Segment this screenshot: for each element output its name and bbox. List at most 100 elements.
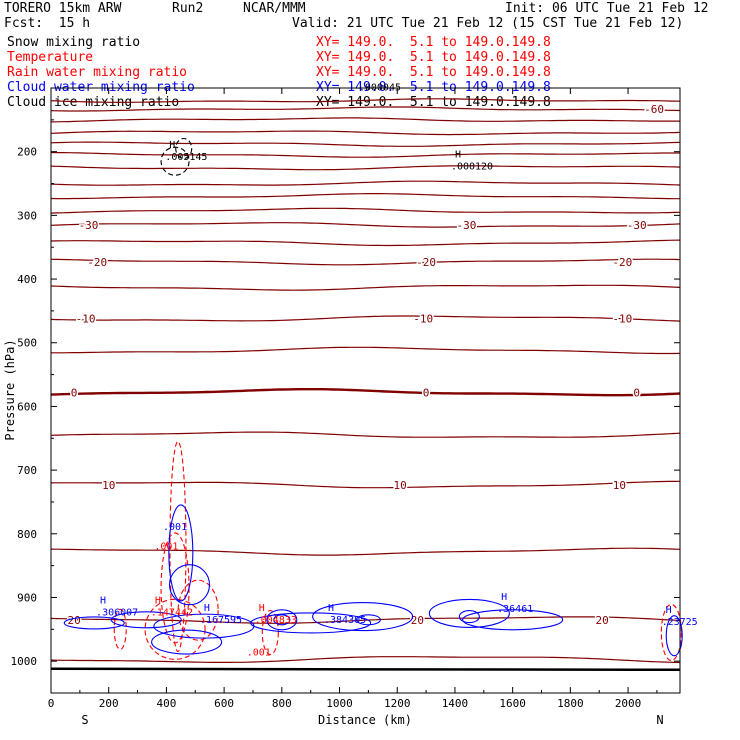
x-tick-label: 1200 xyxy=(384,697,411,710)
endpoint-right: N xyxy=(656,713,663,727)
isotherm-label: -30 xyxy=(627,219,647,232)
snow-contour xyxy=(160,146,190,176)
high-value: .167595 xyxy=(200,615,242,626)
cloud-water-contour xyxy=(312,602,414,632)
contour-value: .001 xyxy=(163,522,187,533)
cloud-water-contour xyxy=(250,612,372,634)
cloud-water-contour xyxy=(665,615,683,657)
isotherm-label: -30 xyxy=(457,219,477,232)
x-tick-label: 1600 xyxy=(499,697,526,710)
y-tick-label: 900 xyxy=(17,591,37,604)
header-model: TORERO 15km ARW xyxy=(4,1,122,16)
isotherm-label: 20 xyxy=(411,614,424,627)
isotherm-label: -20 xyxy=(612,256,632,269)
isotherm-label: 10 xyxy=(102,479,115,492)
isotherm-label: 10 xyxy=(613,479,626,492)
isotherm-line xyxy=(50,165,681,171)
endpoint-left: S xyxy=(81,713,88,727)
cloud-water-contour xyxy=(355,614,381,626)
y-axis-title: Pressure (hPa) xyxy=(3,339,17,440)
isotherm-label: -10 xyxy=(76,313,96,326)
isotherm-line xyxy=(50,239,681,247)
plot-frame xyxy=(50,87,681,694)
high-value: .306007 xyxy=(96,607,138,618)
surface-line xyxy=(50,667,681,672)
field-name-rain: Rain water mixing ratio xyxy=(7,65,188,80)
x-tick-label: 1400 xyxy=(442,697,469,710)
isotherm-label: -20 xyxy=(87,256,107,269)
contour-value: .001 xyxy=(154,541,178,552)
axes: 0 200 400 600 800 1000 1200 1400 1600 1800 2000200… xyxy=(11,88,680,710)
isotherm-label: 20 xyxy=(595,614,608,627)
isotherm-line xyxy=(50,315,681,322)
rain-contour xyxy=(660,603,682,662)
isotherm-line xyxy=(50,117,680,123)
isotherm-label: -30 xyxy=(79,219,99,232)
cloud-water-contour xyxy=(63,616,125,630)
isotherm-line xyxy=(50,151,680,158)
isotherm-line xyxy=(50,284,681,291)
y-tick-label: 500 xyxy=(17,337,37,350)
x-tick-label: 600 xyxy=(214,697,234,710)
high-value: .147442 xyxy=(151,607,193,618)
isotherm-line xyxy=(51,346,681,355)
high-marker: H xyxy=(100,595,106,606)
rain-contour xyxy=(177,579,219,641)
high-value: .384305 xyxy=(324,615,366,626)
cloud-water-contour xyxy=(273,614,291,626)
high-value: .000120 xyxy=(451,162,493,173)
isotherm-label: 20 xyxy=(67,614,80,627)
isotherm-line xyxy=(50,106,681,112)
header-run: Run2 xyxy=(172,1,204,16)
x-tick-label: 200 xyxy=(99,697,119,710)
x-tick-label: 2000 xyxy=(615,697,642,710)
cloud-water-contour xyxy=(266,609,298,631)
field-name-snow: Snow mixing ratio xyxy=(7,35,141,50)
cloud-water-contour xyxy=(168,504,194,602)
y-tick-label: 600 xyxy=(17,400,37,413)
y-tick-label: 1000 xyxy=(11,655,38,668)
field-xy-temperature: XY= 149.0. 5.1 to 149.0.149.8 xyxy=(316,50,551,65)
y-tick-label: 800 xyxy=(17,528,37,541)
isotherm-label: -60 xyxy=(644,103,664,116)
x-tick-label: 0 xyxy=(48,697,55,710)
x-tick-label: 400 xyxy=(156,697,176,710)
header-init: Init: 06 UTC Tue 21 Feb 12 xyxy=(505,1,709,16)
high-marker: H xyxy=(169,140,175,151)
x-tick-label: 1000 xyxy=(326,697,353,710)
x-tick-label: 1800 xyxy=(557,697,584,710)
high-value: .004833 xyxy=(255,615,297,626)
field-xy-rain: XY= 149.0. 5.1 to 149.0.149.8 xyxy=(316,65,551,80)
isotherm-line xyxy=(50,258,681,266)
cloud-water-contour xyxy=(462,609,564,631)
isotherm-line xyxy=(50,207,681,214)
high-value: .36461 xyxy=(497,604,533,615)
isotherm-label: -20 xyxy=(416,256,436,269)
y-tick-label: 700 xyxy=(17,464,37,477)
isotherm-label: 0 xyxy=(423,386,430,399)
isotherm-line xyxy=(50,222,681,228)
high-marker: H xyxy=(501,592,507,603)
x-axis-title: Distance (km) xyxy=(318,713,412,727)
cloud-water-contour xyxy=(168,564,211,606)
isotherm-label: 10 xyxy=(393,479,406,492)
header-valid: Valid: 21 UTC Tue 21 Feb 12 (15 CST Tue … xyxy=(292,16,684,31)
high-marker: H xyxy=(204,603,210,614)
isotherm-line xyxy=(50,547,681,556)
rain-contour xyxy=(261,609,279,656)
isotherm-line xyxy=(50,180,681,186)
hydrometeor-contours xyxy=(63,137,683,662)
header-org: NCAR/MMM xyxy=(243,1,306,16)
isotherm-line xyxy=(50,480,681,489)
rain-contour xyxy=(144,598,206,660)
high-marker: H xyxy=(259,603,265,614)
field-name-temperature: Temperature xyxy=(7,50,94,65)
y-tick-label: 200 xyxy=(17,146,37,159)
y-tick-label: 400 xyxy=(17,273,37,286)
cloud-water-contour xyxy=(110,611,182,629)
isotherm-line xyxy=(50,431,681,438)
high-value: .005145 xyxy=(165,152,207,163)
isotherm-line xyxy=(50,98,681,103)
high-marker: H xyxy=(455,150,461,161)
high-marker: H xyxy=(666,605,672,616)
